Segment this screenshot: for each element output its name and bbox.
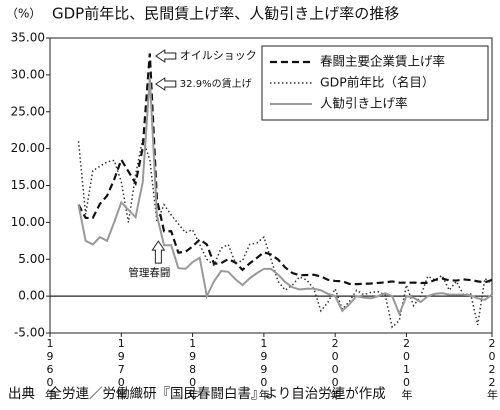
x-tick-label: 1990年 <box>257 337 270 400</box>
y-tick-label: -5.00 <box>14 326 45 340</box>
y-tick-label: 0.00 <box>18 289 45 303</box>
y-unit: （%） <box>6 7 41 21</box>
annotation: 管理春闘 <box>128 266 170 279</box>
annotation: オイルショック <box>180 49 257 62</box>
source: 出典 全労連／労働織研『国民春闘白書』より自治労連が作成 <box>8 385 386 402</box>
y-tick-label: 35.00 <box>11 31 45 45</box>
x-tick-label: 1980年 <box>186 337 199 400</box>
y-tick-label: 10.00 <box>11 215 45 229</box>
y-tick-label: 20.00 <box>11 141 45 155</box>
chart-title: GDP前年比、民間賃上げ率、人勧引き上げ率の推移 <box>52 5 399 23</box>
series-line <box>77 53 493 286</box>
x-tick-label: 2010年 <box>400 337 413 400</box>
x-tick-label: 2000年 <box>329 337 342 400</box>
legend-label: GDP前年比（名目） <box>320 75 434 90</box>
y-tick-label: 15.00 <box>11 178 45 192</box>
annotation-arrow <box>151 240 166 264</box>
x-tick-label: 1960年 <box>44 337 57 400</box>
series-line <box>77 136 493 329</box>
legend-label: 春闘主要企業賃上げ率 <box>320 54 445 69</box>
legend-box <box>261 45 489 121</box>
y-tick-label: 30.00 <box>11 67 45 81</box>
annotation-arrow <box>154 49 177 63</box>
y-tick-label: 25.00 <box>11 104 45 118</box>
y-tick-label: 5.00 <box>18 252 45 266</box>
x-tick-label: 1970年 <box>115 337 128 400</box>
series-line <box>77 77 493 317</box>
x-tick-label: 2022年 <box>486 337 499 400</box>
annotation: 32.9%の賃上げ <box>180 77 252 90</box>
annotation-arrow <box>154 77 177 91</box>
legend-label: 人勧引き上げ率 <box>320 96 408 111</box>
